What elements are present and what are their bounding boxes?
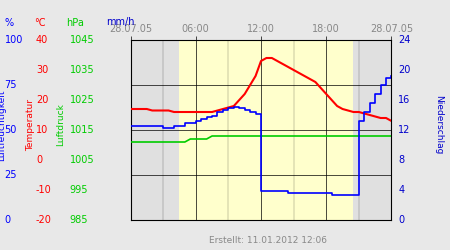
Text: 75: 75	[4, 80, 17, 90]
Text: %: %	[4, 18, 13, 28]
Text: 10: 10	[36, 125, 48, 135]
Text: 20: 20	[36, 95, 49, 105]
Text: hPa: hPa	[67, 18, 85, 28]
Bar	[180, 40, 353, 220]
Text: 8: 8	[398, 155, 405, 165]
Text: 40: 40	[36, 35, 48, 45]
Text: 0: 0	[36, 155, 42, 165]
Text: 16: 16	[398, 95, 410, 105]
Text: 995: 995	[70, 185, 88, 195]
Text: 1045: 1045	[70, 35, 94, 45]
Text: 1035: 1035	[70, 65, 94, 75]
Text: Temperatur: Temperatur	[26, 99, 35, 151]
Text: 50: 50	[4, 125, 17, 135]
Text: 12: 12	[398, 125, 410, 135]
Text: 0: 0	[398, 215, 405, 225]
Text: °C: °C	[34, 18, 45, 28]
Text: 4: 4	[398, 185, 405, 195]
Text: Niederschlag: Niederschlag	[434, 95, 443, 155]
Text: Luftfeuchtigkeit: Luftfeuchtigkeit	[0, 89, 6, 161]
Text: Luftdruck: Luftdruck	[56, 104, 65, 146]
Text: 0: 0	[4, 215, 11, 225]
Text: 24: 24	[398, 35, 410, 45]
Text: 1015: 1015	[70, 125, 94, 135]
Text: 985: 985	[70, 215, 88, 225]
Text: -10: -10	[36, 185, 52, 195]
Text: Erstellt: 11.01.2012 12:06: Erstellt: 11.01.2012 12:06	[209, 236, 327, 245]
Text: 1025: 1025	[70, 95, 94, 105]
Text: 20: 20	[398, 65, 410, 75]
Text: 25: 25	[4, 170, 17, 180]
Text: -20: -20	[36, 215, 52, 225]
Text: 100: 100	[4, 35, 23, 45]
Text: 1005: 1005	[70, 155, 94, 165]
Text: mm/h: mm/h	[106, 18, 134, 28]
Text: 30: 30	[36, 65, 48, 75]
